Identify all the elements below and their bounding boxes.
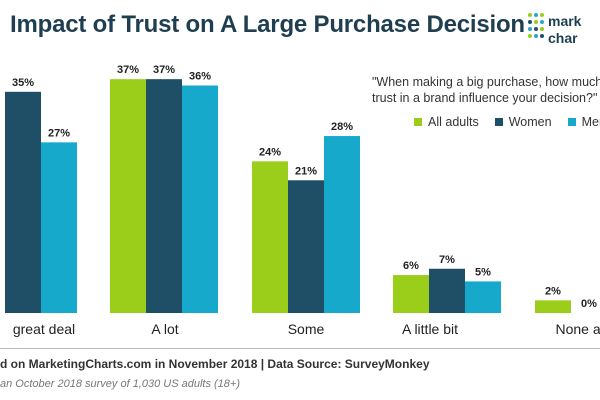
bar-women-0 (5, 91, 41, 313)
bar-men-2 (324, 136, 360, 313)
bar-value-label-men-0: 27% (48, 127, 70, 139)
bar-value-label-all-adults-1: 37% (117, 64, 139, 76)
category-label-3: A little bit (402, 321, 458, 337)
legend-swatch-women (494, 118, 503, 126)
bar-all-adults-2 (252, 161, 288, 313)
legend-label-men: Men (581, 115, 600, 129)
category-label-1: A lot (151, 321, 178, 337)
bar-value-label-women-1: 37% (153, 64, 175, 76)
logo-dots-icon (528, 13, 546, 47)
bar-men-0 (41, 142, 77, 313)
bar-value-label-women-4: 0% (581, 298, 597, 310)
bar-all-adults-1 (110, 79, 146, 313)
category-label-4: None at (555, 321, 600, 337)
bar-value-label-women-0: 35% (12, 77, 34, 89)
bar-men-3 (465, 281, 501, 313)
bar-women-1 (146, 79, 182, 313)
survey-question-line2: trust in a brand influence your decision… (372, 91, 598, 105)
footer-note: an October 2018 survey of 1,030 US adult… (0, 378, 241, 390)
legend-item-women: Women (494, 115, 552, 129)
bar-value-label-all-adults-3: 6% (403, 260, 419, 272)
bar-value-label-women-3: 7% (439, 254, 455, 266)
bar-value-label-all-adults-4: 2% (545, 285, 561, 297)
logo-text-line2: char (548, 30, 578, 46)
footer-source: d on MarketingCharts.com in November 201… (0, 357, 430, 371)
legend-swatch-men (567, 118, 576, 126)
bar-women-2 (288, 180, 324, 313)
bar-all-adults-3 (393, 275, 429, 313)
legend-swatch-all-adults (414, 118, 422, 126)
bar-chart: 35% 27% great deal 37% 37% 36% A lot 24% 21% 28% S… (5, 64, 600, 337)
bar-value-label-men-1: 36% (189, 70, 211, 82)
survey-question-line1: "When making a big purchase, how much (372, 75, 600, 89)
legend-label-women: Women (508, 115, 552, 129)
survey-question: "When making a big purchase, how much tr… (372, 74, 600, 106)
bar-value-label-all-adults-2: 24% (259, 146, 281, 158)
chart-title: Impact of Trust on A Large Purchase Deci… (10, 11, 525, 38)
bar-value-label-men-2: 28% (331, 121, 353, 133)
category-label-2: Some (288, 321, 325, 337)
bar-value-label-men-3: 5% (475, 266, 491, 278)
bar-men-1 (182, 85, 218, 313)
legend-item-men: Men (567, 115, 600, 129)
chart-legend: All adults Women Men (414, 115, 600, 129)
category-label-0: great deal (13, 321, 75, 337)
legend-item-all-adults: All adults (414, 115, 479, 129)
legend-label-all-adults: All adults (428, 115, 479, 129)
bar-women-3 (429, 268, 465, 313)
bar-all-adults-4 (535, 300, 571, 313)
logo-text-line1: mark (548, 13, 582, 29)
brand-logo[interactable]: mark char (528, 12, 600, 52)
bar-value-label-women-2: 21% (295, 165, 317, 177)
footer-divider (0, 348, 600, 349)
